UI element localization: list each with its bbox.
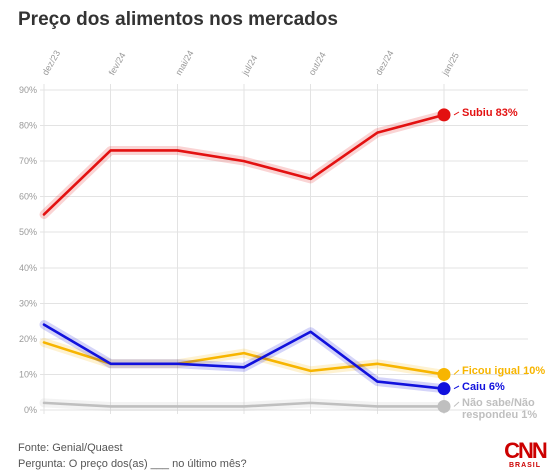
y-tick-label: 30%: [19, 298, 37, 308]
series-end-label: Caiu 6%: [462, 381, 505, 393]
series-end-marker: [437, 367, 451, 381]
series-end-marker: [437, 382, 451, 396]
x-tick-label: mai/24: [173, 49, 195, 77]
footer: Fonte: Genial/Quaest Pergunta: O preço d…: [18, 440, 247, 472]
series-layer: [39, 108, 451, 413]
y-tick-label: 80%: [19, 121, 37, 131]
y-tick-label: 90%: [19, 85, 37, 95]
series-end-marker: [437, 108, 451, 122]
y-tick-label: 50%: [19, 227, 37, 237]
series-end-label: respondeu 1%: [462, 409, 537, 421]
series-line-n-o-sabe-n-o-respondeu: [42, 401, 446, 408]
source-note: Fonte: Genial/Quaest: [18, 442, 123, 454]
chart-title: Preço dos alimentos nos mercados: [18, 9, 338, 30]
y-tick-label: 70%: [19, 156, 37, 166]
x-tick-label: jan/25: [440, 51, 461, 78]
cnn-brasil-logo: CNN BRASIL: [503, 438, 548, 470]
line-chart: 90% 80% 70% 60% 50% 40% 30% 20% 10% 0% dez/23 fev/…: [19, 49, 545, 421]
series-line-subiu: [42, 113, 446, 216]
series-end-label: Não sabe/Não: [462, 397, 535, 409]
y-axis-ticks: 90% 80% 70% 60% 50% 40% 30% 20% 10% 0%: [19, 85, 37, 415]
y-tick-label: 0%: [24, 405, 37, 415]
label-connector: [453, 401, 460, 407]
x-tick-label: out/24: [307, 50, 328, 77]
series-end-marker: [437, 399, 451, 413]
gridlines: [40, 84, 528, 414]
question-note: Pergunta: O preço dos(as) ___ no último …: [18, 458, 247, 470]
y-tick-label: 60%: [19, 192, 37, 202]
x-tick-label: jul/24: [240, 53, 260, 77]
label-connector: [453, 385, 460, 390]
y-tick-label: 40%: [19, 263, 37, 273]
y-tick-label: 10%: [19, 369, 37, 379]
logo-subtext: BRASIL: [508, 462, 542, 469]
x-tick-label: fev/24: [107, 51, 128, 77]
series-end-label: Ficou igual 10%: [462, 365, 545, 377]
label-connector: [453, 111, 460, 116]
x-tick-label: dez/24: [373, 49, 395, 77]
series-line-caiu: [42, 323, 446, 390]
x-axis-ticks: dez/23 fev/24 mai/24 jul/24 out/24 dez/24 jan/…: [40, 49, 461, 78]
logo-text: CNN: [504, 438, 548, 463]
label-connector: [453, 369, 460, 375]
x-tick-label: dez/23: [40, 49, 62, 77]
y-tick-label: 20%: [19, 334, 37, 344]
series-end-label: Subiu 83%: [462, 107, 518, 119]
